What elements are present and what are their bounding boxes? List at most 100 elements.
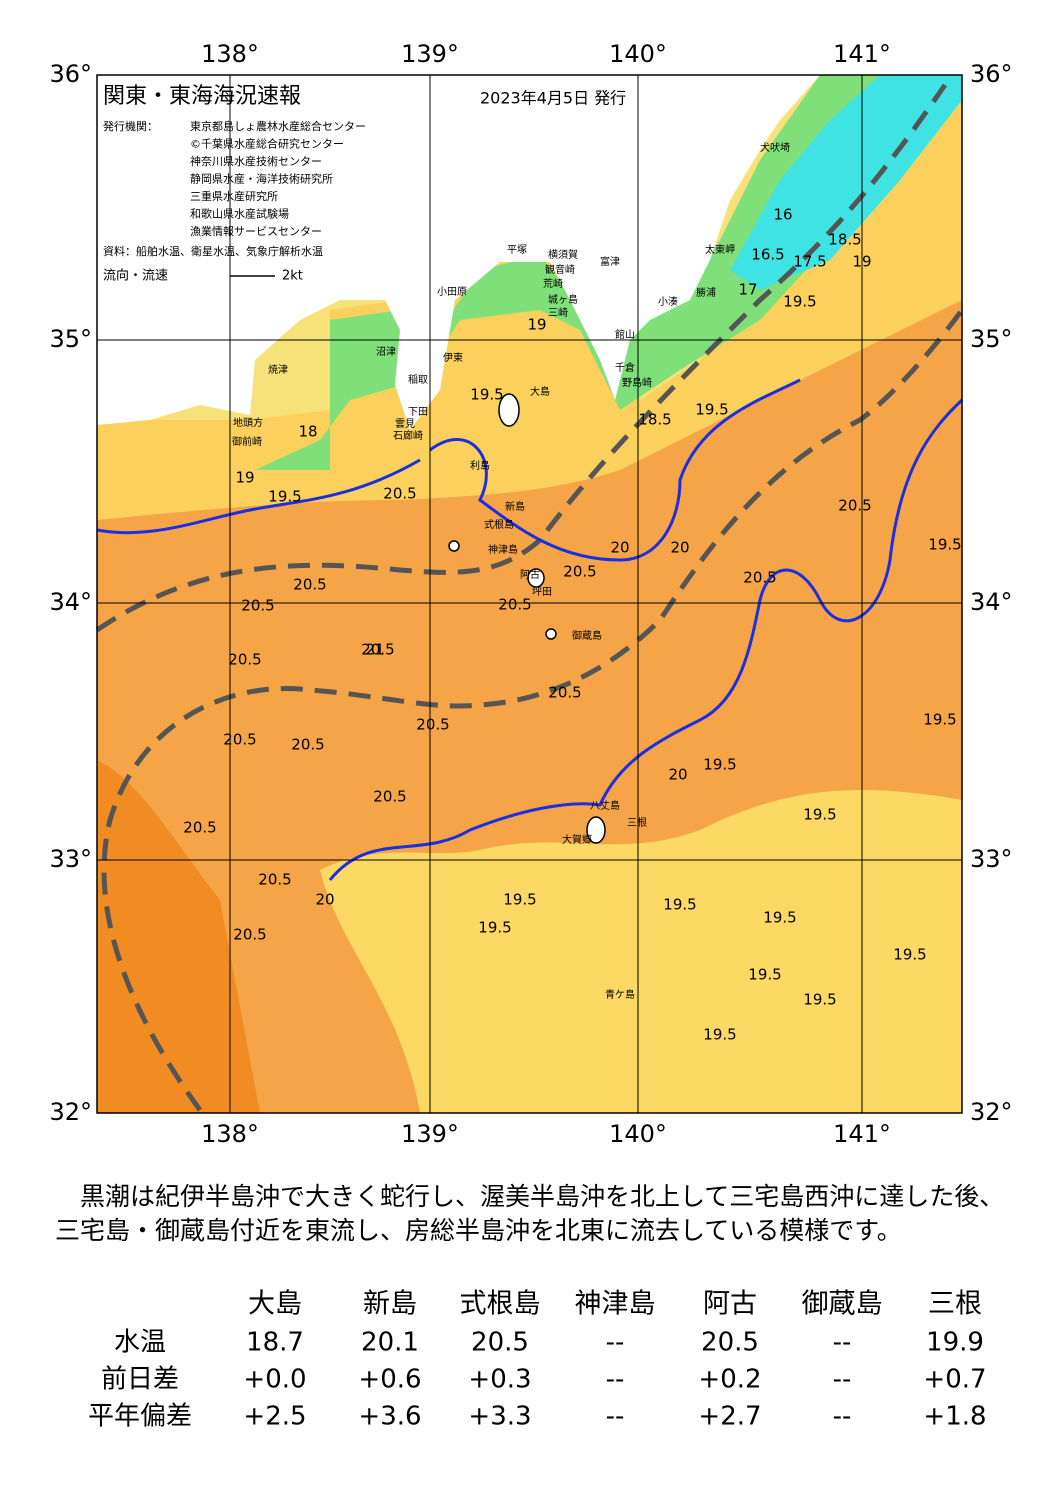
contour-label: 19.5: [923, 711, 956, 729]
contour-label: 20.5: [498, 596, 531, 614]
cell: 18.7: [246, 1328, 304, 1358]
cell: +2.7: [698, 1402, 761, 1432]
lon-label: 138°: [201, 1120, 259, 1148]
lat-label: 35°: [970, 325, 1013, 353]
lat-label: 35°: [49, 325, 92, 353]
contour-label: 20.5: [361, 641, 394, 659]
row-header: 前日差: [101, 1365, 179, 1395]
column-header: 御蔵島: [802, 1289, 883, 1320]
lat-label: 34°: [970, 588, 1013, 616]
contour-label: 19.5: [803, 991, 836, 1009]
contour-label: 20.5: [373, 788, 406, 806]
place-name: 新島: [505, 500, 525, 513]
contour-label: 20: [668, 766, 687, 784]
place-name: 青ケ島: [605, 988, 635, 1001]
place-name: 焼津: [268, 364, 288, 376]
place-name: 三崎: [548, 306, 568, 319]
publisher: 漁業情報サービスセンター: [190, 224, 322, 238]
place-name: 雲見: [395, 418, 415, 430]
contour-label: 20: [315, 891, 334, 909]
contour-label: 19.5: [803, 806, 836, 824]
place-name: 石廊崎: [393, 429, 423, 442]
place-name: 勝浦: [696, 286, 716, 299]
cell: +0.6: [358, 1365, 421, 1395]
place-name: 大賀郷: [562, 833, 592, 846]
lon-label: 140°: [609, 40, 667, 68]
cell: --: [833, 1365, 852, 1395]
title: 関東・東海海況速報: [103, 84, 301, 109]
place-name: 小田原: [437, 286, 467, 298]
place-name: 神津島: [488, 543, 518, 556]
contour-label: 19.5: [703, 1026, 736, 1044]
islands: [448, 393, 606, 844]
contour-label: 17: [738, 281, 757, 299]
island: [545, 628, 557, 640]
date: 2023年4月5日 発行: [480, 89, 626, 108]
contour-label: 19.5: [763, 909, 796, 927]
publisher-label: 発行機関：: [103, 119, 158, 133]
lon-label: 140°: [609, 1120, 667, 1148]
temperature-front-3: [96, 458, 421, 535]
column-header: 神津島: [575, 1289, 656, 1320]
cell: --: [606, 1328, 625, 1358]
grid: [97, 75, 962, 1113]
contour-label: 20.5: [233, 926, 266, 944]
publisher: 和歌山県水産試験場: [190, 207, 289, 221]
contour-label: 19.5: [470, 386, 503, 404]
cell: +0.3: [468, 1365, 531, 1395]
column-header: 式根島: [460, 1289, 541, 1320]
contour-label: 19: [852, 253, 871, 271]
place-name: 稲取: [408, 374, 428, 386]
lon-label: 139°: [401, 1120, 459, 1148]
place-name: 地頭方: [233, 416, 263, 429]
contour-label: 18.5: [828, 231, 861, 249]
contour-label: 20.5: [838, 497, 871, 515]
place-name: 太東岬: [705, 243, 735, 256]
lon-label: 139°: [401, 40, 459, 68]
publisher: 東京都島しょ農林水産総合センター: [190, 119, 366, 133]
cell: 20.5: [701, 1328, 759, 1358]
kuroshio-axis-north: [95, 83, 948, 633]
row-header: 水温: [114, 1328, 166, 1358]
contour-label: 20.5: [293, 576, 326, 594]
lon-label: 141°: [833, 1120, 891, 1148]
place-name: 城ヶ島: [548, 293, 578, 306]
contour-label: 19.5: [748, 966, 781, 984]
row-header: 平年偏差: [88, 1402, 192, 1432]
contour-label: 16.5: [751, 246, 784, 264]
place-name: 下田: [408, 407, 428, 418]
contour-label: 19.5: [268, 488, 301, 506]
place-name: 野島崎: [622, 376, 652, 389]
cell: --: [833, 1402, 852, 1432]
island: [586, 816, 606, 844]
cell: +0.2: [698, 1365, 761, 1395]
cell: +0.7: [923, 1365, 986, 1395]
place-name: 館山: [615, 328, 635, 341]
cell: --: [606, 1365, 625, 1395]
cell: --: [606, 1402, 625, 1432]
warm-zone: [97, 760, 260, 1113]
place-name: 沼津: [376, 345, 396, 358]
contour-label: 19.5: [663, 896, 696, 914]
contour-label: 20.5: [183, 819, 216, 837]
contour-label: 19.5: [783, 293, 816, 311]
cell: +3.6: [358, 1402, 421, 1432]
place-name: 伊東: [443, 351, 463, 364]
publisher: 神奈川県水産技術センター: [190, 154, 322, 168]
cell: 20.5: [471, 1328, 529, 1358]
source: 資料：船舶水温、衛星水温、気象庁解析水温: [103, 244, 323, 258]
island: [448, 540, 460, 552]
contour-label: 20.5: [291, 736, 324, 754]
contour-label: 19.5: [928, 536, 961, 554]
place-name: 富津: [600, 255, 620, 268]
contour-label: 19.5: [695, 401, 728, 419]
map-frame: [96, 74, 963, 1114]
map: 関東・東海海況速報 2023年4月5日 発行 発行機関： 資料：船舶水温、衛星水…: [49, 40, 1013, 1148]
lat-label: 36°: [970, 60, 1013, 88]
cell: 19.9: [926, 1328, 984, 1358]
contour-label: 20.5: [548, 684, 581, 702]
legend-label: 流向・流速: [103, 268, 168, 284]
island: [527, 568, 545, 588]
column-header: 大島: [248, 1289, 302, 1320]
